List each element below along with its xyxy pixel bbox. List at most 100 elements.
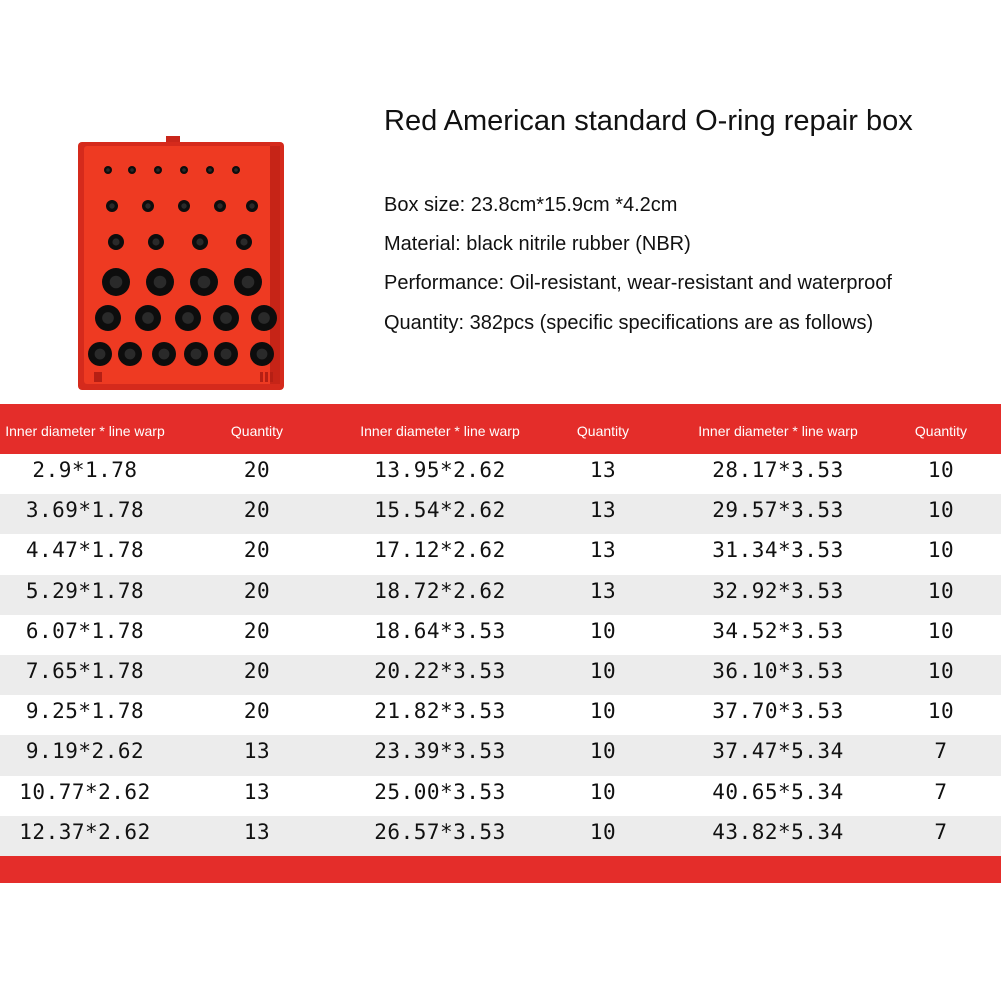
spec-table: 2.9*1.78 20 13.95*2.62 13 28.17*3.53 10 … <box>0 454 1001 856</box>
page-title: Red American standard O-ring repair box <box>384 105 913 138</box>
o-ring-hole <box>124 348 136 360</box>
o-ring-hole <box>153 275 167 289</box>
size-cell: 36.10*3.53 <box>712 658 844 683</box>
quantity-cell: 20 <box>243 458 271 482</box>
size-cell: 23.39*3.53 <box>374 739 506 764</box>
header-size-3: Inner diameter * line warp <box>698 423 858 439</box>
size-cell: 6.07*1.78 <box>25 618 145 643</box>
quantity-cell: 7 <box>934 819 948 844</box>
o-ring-hole <box>102 312 114 324</box>
quantity-cell: 20 <box>243 618 271 643</box>
o-ring-hole <box>158 348 170 360</box>
size-cell: 9.19*2.62 <box>25 739 145 764</box>
o-ring-hole <box>94 348 106 360</box>
o-ring-hole <box>109 203 115 209</box>
material-text: Material: black nitrile rubber (NBR) <box>384 233 691 255</box>
o-ring-kit-illustration <box>78 136 284 390</box>
header-quantity-1: Quantity <box>230 423 284 439</box>
quantity-cell: 10 <box>589 779 617 804</box>
size-cell: 43.82*5.34 <box>712 819 844 844</box>
quantity-cell: 10 <box>927 578 955 603</box>
size-cell: 15.54*2.62 <box>374 498 506 523</box>
quantity-cell: 10 <box>589 658 617 683</box>
quantity-cell: 10 <box>589 819 617 844</box>
table-row: 6.07*1.78 20 18.64*3.53 10 34.52*3.53 10 <box>0 615 1001 655</box>
header-quantity-2: Quantity <box>576 423 630 439</box>
quantity-cell: 10 <box>589 739 617 764</box>
size-cell: 26.57*3.53 <box>374 819 506 844</box>
table-row: 5.29*1.78 20 18.72*2.62 13 32.92*3.53 10 <box>0 574 1001 615</box>
size-cell: 4.47*1.78 <box>25 538 145 563</box>
quantity-cell: 10 <box>927 618 955 643</box>
quantity-cell: 10 <box>927 498 955 523</box>
o-ring-hole <box>152 238 160 246</box>
quantity-cell: 20 <box>243 578 271 603</box>
size-cell: 29.57*3.53 <box>712 498 844 523</box>
table-footer-bar <box>0 856 1001 883</box>
table-row: 10.77*2.62 13 25.00*3.53 10 40.65*5.34 7 <box>0 776 1001 816</box>
quantity-cell: 10 <box>927 538 955 563</box>
size-cell: 28.17*3.53 <box>712 458 844 482</box>
quantity-cell: 10 <box>589 699 617 724</box>
quantity-cell: 13 <box>243 739 271 764</box>
quantity-cell: 13 <box>243 819 271 844</box>
quantity-cell: 7 <box>934 779 948 804</box>
o-ring-kit-image <box>70 130 302 395</box>
header-quantity-3: Quantity <box>914 423 968 439</box>
size-cell: 2.9*1.78 <box>32 458 138 482</box>
size-cell: 18.64*3.53 <box>374 618 506 643</box>
table-row: 4.47*1.78 20 17.12*2.62 13 31.34*3.53 10 <box>0 534 1001 574</box>
quantity-cell: 20 <box>243 498 271 523</box>
table-row: 2.9*1.78 20 13.95*2.62 13 28.17*3.53 10 <box>0 454 1001 494</box>
size-cell: 32.92*3.53 <box>712 578 844 603</box>
size-cell: 12.37*2.62 <box>19 819 151 844</box>
quantity-cell: 7 <box>934 739 948 764</box>
o-ring-hole <box>156 168 160 172</box>
table-row: 12.37*2.62 13 26.57*3.53 10 43.82*5.34 7 <box>0 815 1001 856</box>
quantity-cell: 20 <box>243 658 271 683</box>
size-cell: 37.47*5.34 <box>712 739 844 764</box>
quantity-cell: 13 <box>589 458 617 482</box>
o-ring-hole <box>196 238 204 246</box>
o-ring-hole <box>181 203 187 209</box>
quantity-cell: 20 <box>243 699 271 724</box>
o-ring-hole <box>182 168 186 172</box>
o-ring-hole <box>190 348 202 360</box>
size-cell: 7.65*1.78 <box>25 658 145 683</box>
quantity-cell: 20 <box>243 538 271 563</box>
quantity-text: Quantity: 382pcs (specific specification… <box>384 312 874 334</box>
quantity-cell: 10 <box>927 699 955 724</box>
o-ring-hole <box>197 275 211 289</box>
size-cell: 34.52*3.53 <box>712 618 844 643</box>
o-ring-hole <box>142 312 154 324</box>
quantity-cell: 10 <box>589 618 617 643</box>
table-header-bar <box>0 404 1001 454</box>
o-ring-hole <box>258 312 270 324</box>
quantity-cell: 13 <box>243 779 271 804</box>
o-ring-hole <box>106 168 110 172</box>
table-row: 9.25*1.78 20 21.82*3.53 10 37.70*3.53 10 <box>0 695 1001 735</box>
o-ring-hole <box>249 203 255 209</box>
quantity-cell: 13 <box>589 498 617 523</box>
o-ring-hole <box>220 312 232 324</box>
quantity-cell: 10 <box>927 458 955 482</box>
size-cell: 21.82*3.53 <box>374 699 506 724</box>
size-cell: 20.22*3.53 <box>374 658 506 683</box>
quantity-cell: 13 <box>589 538 617 563</box>
o-ring-hole <box>130 168 134 172</box>
o-ring-hole <box>220 348 232 360</box>
o-ring-hole <box>217 203 223 209</box>
quantity-cell: 13 <box>589 578 617 603</box>
box-size-text: Box size: 23.8cm*15.9cm *4.2cm <box>384 194 678 216</box>
o-ring-hole <box>240 238 248 246</box>
size-cell: 13.95*2.62 <box>374 458 506 482</box>
o-ring-hole <box>234 168 238 172</box>
o-ring-hole <box>109 275 123 289</box>
size-cell: 18.72*2.62 <box>374 578 506 603</box>
size-cell: 10.77*2.62 <box>19 779 151 804</box>
quantity-cell: 10 <box>927 658 955 683</box>
table-row: 7.65*1.78 20 20.22*3.53 10 36.10*3.53 10 <box>0 654 1001 696</box>
o-ring-hole <box>241 275 255 289</box>
size-cell: 5.29*1.78 <box>25 578 145 603</box>
o-ring-hole <box>145 203 151 209</box>
